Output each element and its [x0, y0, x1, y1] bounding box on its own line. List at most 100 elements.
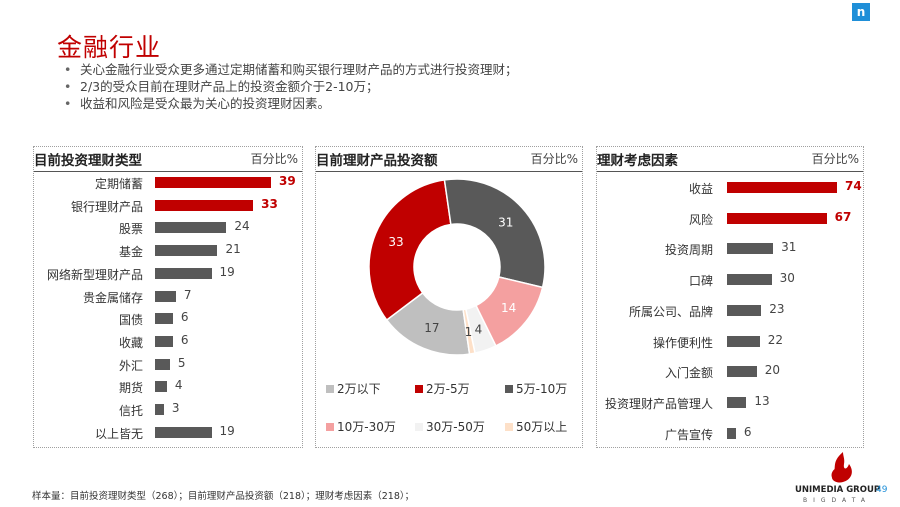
bar — [155, 313, 173, 325]
bar — [155, 426, 212, 438]
logo-icon: n — [852, 3, 870, 21]
slice-value-label: 14 — [501, 301, 516, 315]
bar-value-label: 23 — [769, 301, 785, 316]
bar-value-label: 6 — [743, 424, 752, 439]
bar-value-label: 20 — [764, 363, 780, 378]
legend-item: 10万-30万 — [326, 418, 396, 435]
brand-logo: UNIMEDIA GROUP BIGDATA — [795, 450, 895, 505]
bar — [727, 396, 747, 408]
panel-title: 理财考虑因素 — [597, 153, 678, 169]
legend-item: 2万以下 — [326, 380, 381, 397]
panel-unit: 百分比% — [530, 152, 578, 166]
bullet-1: 关心金融行业受众更多通过定期储蓄和购买银行理财产品的方式进行投资理财； — [62, 61, 518, 78]
bar — [727, 304, 762, 316]
bar — [155, 404, 164, 415]
panel-unit: 百分比% — [811, 152, 859, 166]
legend-swatch — [505, 384, 513, 393]
category-label: 网络新型理财产品 — [46, 267, 143, 282]
category-label: 国债 — [118, 313, 143, 328]
category-label: 入门金额 — [664, 366, 713, 381]
bar-value-label: 31 — [781, 240, 797, 255]
category-label: 投资理财产品管理人 — [604, 396, 713, 411]
bar-value-label: 21 — [225, 242, 241, 257]
legend-swatch — [326, 422, 334, 431]
legend-label: 50万以上 — [516, 420, 568, 434]
bar-value-label: 67 — [834, 209, 852, 224]
bar — [155, 335, 173, 347]
category-label: 银行理财产品 — [70, 199, 143, 214]
bar-value-label: 5 — [177, 355, 186, 370]
slice-value-label: 1 — [465, 325, 473, 339]
legend-item: 50万以上 — [505, 418, 567, 435]
investment-type-panel: 目前投资理财类型 百分比% 定期储蓄 39 银行理财产品 33 股票 24 基金 21 网络新型… — [33, 146, 303, 448]
panel-divider — [316, 171, 582, 172]
legend-item: 2万-5万 — [415, 380, 470, 397]
brand-subtitle: BIGDATA — [803, 497, 871, 504]
category-label: 股票 — [118, 222, 143, 237]
legend-swatch — [415, 384, 423, 393]
bar-value-label: 6 — [180, 310, 189, 325]
panel-title: 目前投资理财类型 — [34, 153, 142, 169]
consideration-factor-panel: 理财考虑因素 百分比% 收益 74 风险 67 投资周期 31 口碑 30 所属公司、品牌 23 操… — [596, 146, 864, 448]
panel-divider — [597, 171, 863, 172]
bar — [155, 290, 176, 302]
bar-value-label: 24 — [234, 219, 250, 234]
category-label: 操作便利性 — [652, 335, 713, 350]
bar-value-label: 74 — [845, 179, 862, 193]
category-label: 期货 — [118, 381, 143, 396]
category-label: 所属公司、品牌 — [628, 304, 713, 319]
brand-name: UNIMEDIA GROUP — [795, 485, 881, 495]
category-label: 广告宣传 — [664, 427, 713, 442]
bullet-2: 2/3的受众目前在理财产品上的投资金额介于2-10万； — [62, 78, 518, 95]
bar-value-label: 30 — [779, 271, 795, 286]
category-label: 贵金属储存 — [82, 290, 143, 305]
category-label: 外汇 — [118, 358, 143, 373]
category-label: 收益 — [688, 182, 713, 196]
donut-slice — [368, 179, 452, 322]
legend-item: 5万-10万 — [505, 380, 567, 397]
legend-label: 10万-30万 — [337, 420, 396, 434]
donut-slice — [443, 178, 546, 289]
bar-value-label: 19 — [219, 423, 235, 438]
bar — [155, 177, 271, 188]
panel-unit: 百分比% — [250, 152, 298, 166]
investment-amount-donut-chart: 17 33 31 14 41 — [368, 178, 546, 356]
slice-value-label: 31 — [498, 215, 513, 229]
legend-swatch — [415, 422, 423, 431]
category-label: 投资周期 — [664, 243, 713, 258]
bar-value-label: 33 — [261, 196, 278, 211]
page-title: 金融行业 — [57, 33, 162, 62]
legend-swatch — [505, 422, 513, 431]
bar-value-label: 39 — [279, 174, 296, 188]
category-label: 风险 — [688, 212, 713, 227]
flame-logo-icon — [831, 452, 852, 483]
bar — [727, 182, 837, 193]
bar — [727, 212, 827, 224]
donut-slice — [462, 308, 476, 355]
bar — [727, 274, 772, 286]
category-label: 信托 — [118, 404, 143, 418]
bar-value-label: 7 — [183, 287, 192, 302]
slice-value-label: 33 — [388, 235, 403, 249]
bar — [727, 427, 736, 439]
bar — [155, 199, 254, 211]
legend-swatch — [326, 384, 334, 393]
legend-label: 2万-5万 — [426, 382, 470, 396]
bar-value-label: 13 — [754, 393, 770, 408]
category-label: 基金 — [118, 245, 143, 260]
bar-value-label: 22 — [767, 332, 783, 347]
category-label: 定期储蓄 — [94, 177, 143, 191]
slice-value-label: 4 — [475, 322, 483, 336]
bar-value-label: 3 — [171, 401, 180, 415]
summary-bullets: 关心金融行业受众更多通过定期储蓄和购买银行理财产品的方式进行投资理财； 2/3的… — [62, 61, 518, 112]
panel-divider — [34, 171, 302, 172]
slice-value-label: 17 — [424, 321, 439, 335]
legend-label: 5万-10万 — [516, 382, 568, 396]
category-label: 收藏 — [118, 335, 143, 350]
bar-value-label: 4 — [174, 378, 183, 393]
bar — [155, 267, 212, 279]
bar — [155, 222, 227, 234]
bar — [727, 243, 774, 255]
bar — [727, 366, 757, 378]
bar — [155, 245, 218, 257]
